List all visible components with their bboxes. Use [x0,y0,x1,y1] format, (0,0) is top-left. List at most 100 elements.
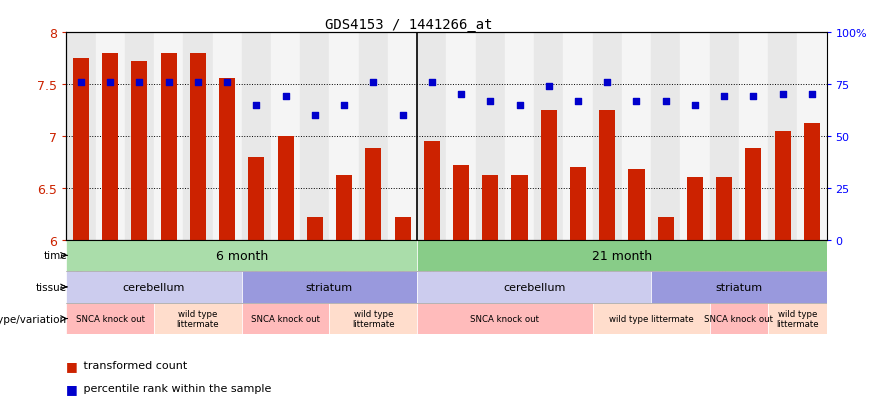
Bar [154,303,241,335]
Point [542,83,556,90]
Point [659,98,673,104]
Bar [453,166,469,240]
Text: SNCA knock out: SNCA knock out [76,314,145,323]
Point [162,79,176,86]
Bar [161,54,177,240]
Bar [66,33,95,240]
Bar [739,33,768,240]
Text: wild type
littermate: wild type littermate [352,309,394,328]
Bar [804,124,820,240]
Point [629,98,644,104]
Bar [72,59,89,240]
Text: genotype/variation: genotype/variation [0,314,67,324]
Bar [417,240,827,271]
Bar [658,217,674,240]
Point [454,92,469,98]
Bar [476,33,505,240]
Text: time: time [43,251,67,261]
Bar [336,176,352,240]
Point [74,79,88,86]
Bar [716,178,732,240]
Bar [219,78,235,240]
Bar [301,33,330,240]
Bar [278,136,293,240]
Bar [570,168,586,240]
Text: tissue: tissue [35,282,67,292]
Bar [66,303,154,335]
Bar [563,33,592,240]
Bar [681,33,710,240]
Point [220,79,234,86]
Point [746,94,760,100]
Text: cerebellum: cerebellum [123,282,186,292]
Text: wild type
littermate: wild type littermate [177,309,219,328]
Bar [505,33,534,240]
Bar [330,33,359,240]
Text: transformed count: transformed count [80,361,187,370]
Bar [132,62,148,240]
Bar [417,303,592,335]
Text: ■: ■ [66,382,78,395]
Point [513,102,527,109]
Point [775,92,789,98]
Bar [652,33,681,240]
Bar [768,303,827,335]
Bar [125,33,154,240]
Point [571,98,585,104]
Bar [592,303,710,335]
Bar [330,303,417,335]
Bar [154,33,183,240]
Bar [95,33,125,240]
Bar [599,111,615,240]
Text: striatum: striatum [306,282,353,292]
Point [103,79,118,86]
Bar [621,33,652,240]
Bar [417,271,652,303]
Point [278,94,293,100]
Bar [483,176,499,240]
Point [484,98,498,104]
Bar [241,303,330,335]
Point [249,102,263,109]
Bar [241,271,417,303]
Point [133,79,147,86]
Bar [394,217,410,240]
Bar [183,33,212,240]
Text: wild type
littermate: wild type littermate [776,309,819,328]
Bar [103,54,118,240]
Bar [307,217,323,240]
Point [395,112,409,119]
Bar [190,54,206,240]
Bar [629,170,644,240]
Bar [512,176,528,240]
Bar [271,33,301,240]
Point [717,94,731,100]
Text: wild type littermate: wild type littermate [609,314,693,323]
Point [424,79,438,86]
Bar [446,33,476,240]
Text: cerebellum: cerebellum [503,282,566,292]
Bar [212,33,241,240]
Text: 6 month: 6 month [216,249,268,262]
Bar [423,142,440,240]
Bar [66,271,241,303]
Bar [710,33,739,240]
Bar [388,33,417,240]
Point [366,79,380,86]
Bar [365,149,381,240]
Bar [652,271,827,303]
Point [337,102,351,109]
Bar [534,33,563,240]
Bar [687,178,703,240]
Bar [710,303,768,335]
Text: 21 month: 21 month [591,249,652,262]
Point [804,92,819,98]
Bar [241,33,271,240]
Text: SNCA knock out: SNCA knock out [251,314,320,323]
Bar [66,240,417,271]
Bar [797,33,827,240]
Bar [359,33,388,240]
Bar [768,33,797,240]
Bar [248,157,264,240]
Text: SNCA knock out: SNCA knock out [705,314,774,323]
